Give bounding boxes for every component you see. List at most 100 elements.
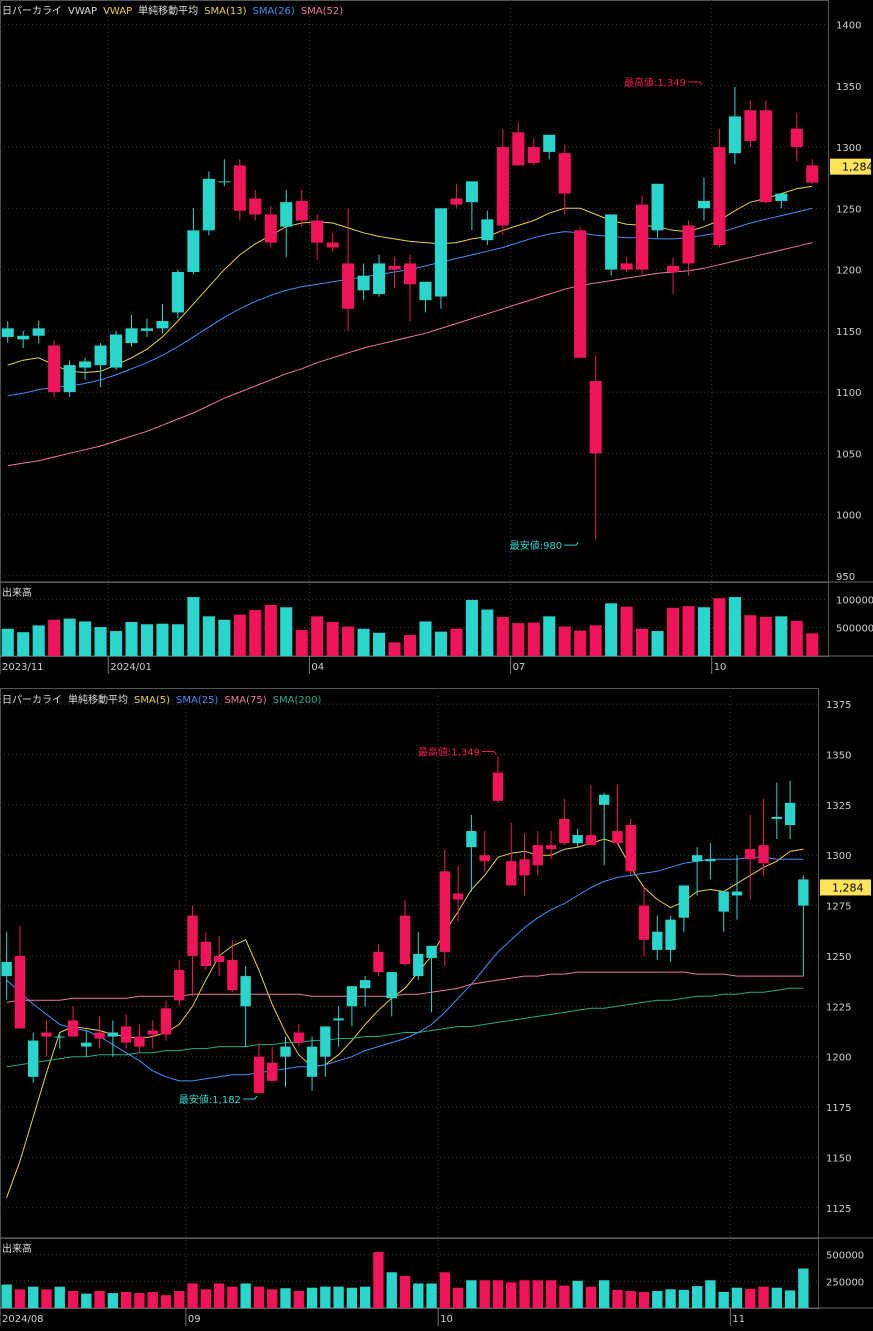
candle-body [293,1032,304,1043]
volume-bar [293,1290,304,1308]
candle-body [253,1056,265,1093]
volume-bar [147,1292,158,1308]
volume-label: 出来高 [2,1242,32,1255]
volume-bar [311,616,324,656]
y-tick-label: 1125 [826,1204,851,1215]
volume-bar [758,1286,769,1308]
candle-body [171,272,184,313]
volume-bar [125,622,138,656]
volume-bar [682,606,695,656]
volume-bar [94,1290,105,1308]
candle-body [373,263,386,295]
candle-body [63,365,76,393]
y-tick-label: 1100 [836,388,861,399]
volume-bar [466,1280,477,1308]
candle-body [651,183,664,231]
legend-item: SMA(26) [252,6,294,17]
volume-bar [728,597,741,656]
candle-body [120,1026,132,1043]
candle-body [419,281,432,301]
candle-body [17,335,30,340]
volume-bar [481,609,494,656]
volume-bar [439,1272,451,1308]
volume-bar [705,1280,716,1308]
candle-body [434,208,447,297]
volume-bar [434,631,447,656]
volume-bar [585,1286,597,1308]
candle-body [249,198,262,215]
candle-body [280,202,293,227]
legend-item: VWAP [68,6,97,17]
candle-body [439,871,451,952]
volume-bar [120,1292,132,1308]
candle-body [585,835,597,846]
volume-bar [572,1280,583,1308]
candle-body [532,845,543,866]
volume-bar [784,1290,796,1308]
volume-bar [492,1280,504,1308]
y-tick-label: 1325 [826,801,851,812]
volume-bar [419,621,432,656]
candle-body [605,214,618,270]
candle-body [94,1032,105,1039]
volume-bar [678,1289,690,1308]
candle-body [346,986,358,1007]
legend-item: SMA(52) [301,6,343,17]
volume-bar [589,625,602,656]
x-tick-label: 07 [513,662,526,673]
low-annotation: 最安値:980 [510,539,562,552]
sma13-line [7,185,813,374]
candle-body [147,1030,158,1035]
high-annotation: 最高値:1,349 [418,745,480,758]
candle-body [745,849,756,860]
candle-body [125,328,138,344]
volume-bar [666,607,680,656]
candle-body [574,230,587,358]
legend-item: SMA(25) [176,695,218,706]
volume-bar [295,629,308,656]
candle-body [54,1036,65,1038]
candle-body [200,941,211,967]
volume-bar [267,1289,278,1308]
candle-body [213,955,225,962]
volume-bar [140,624,154,656]
candle-body [638,905,650,940]
volume-bar [306,1287,318,1308]
candle-body [320,1026,331,1057]
candle-body [306,1046,318,1077]
candle-body [1,961,12,977]
volume-bar [745,1288,756,1308]
low-annotation: 最安値:1,182 [179,1093,241,1106]
volume-bar [638,1292,650,1308]
volume-bar [386,1272,397,1308]
x-tick-label: 09 [188,1314,201,1325]
legend-item: SMA(75) [224,695,266,706]
y-tick-label: 1275 [826,902,851,913]
volume-bar [346,1287,358,1308]
candle-body [227,959,238,991]
y-tick-label: 1300 [826,851,851,862]
volume-bar [718,1292,729,1308]
volume-bar [403,635,417,656]
x-tick-label: 2024/01 [110,662,152,673]
volume-bar [174,1290,185,1308]
candle-body [506,861,517,886]
volume-bar [249,610,262,656]
volume-bar [280,1288,291,1308]
x-tick-label: 10 [440,1314,453,1325]
x-tick-label: 2023/11 [2,662,44,673]
y-tick-label: 1350 [826,750,851,761]
y-tick-label: 1350 [836,82,861,93]
candle-body [14,955,26,1029]
volume-bar [731,1287,743,1308]
volume-bar [574,630,587,656]
volume-bar [543,616,556,656]
volume-bar [187,1283,198,1308]
candle-body [572,835,583,844]
volume-bar [697,607,710,656]
candle-body [32,328,45,336]
candle-body [1,328,14,337]
candle-body [559,818,570,844]
volume-bar [107,1293,119,1308]
candle-body [713,147,726,246]
